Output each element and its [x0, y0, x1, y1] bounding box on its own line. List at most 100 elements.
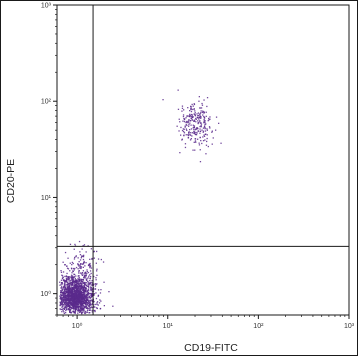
- data-point: [91, 295, 93, 297]
- data-point: [71, 305, 73, 307]
- data-point: [69, 306, 71, 308]
- data-point: [194, 112, 196, 114]
- x-tick-label: 10²: [253, 323, 264, 330]
- data-point: [199, 120, 201, 122]
- data-point: [192, 116, 194, 118]
- data-point: [62, 305, 64, 307]
- data-point: [176, 125, 178, 127]
- data-point: [66, 272, 68, 275]
- data-point: [70, 291, 72, 293]
- data-point: [80, 306, 82, 308]
- data-point: [91, 311, 93, 313]
- data-point: [93, 250, 95, 252]
- data-point: [86, 269, 88, 271]
- data-point: [80, 295, 82, 298]
- data-point: [80, 257, 82, 259]
- data-point: [96, 303, 98, 306]
- data-point: [208, 126, 211, 128]
- data-point: [112, 305, 114, 307]
- data-point: [75, 303, 77, 305]
- data-point: [203, 135, 206, 137]
- data-point: [211, 143, 213, 145]
- data-point: [66, 304, 68, 306]
- data-point: [72, 296, 74, 298]
- data-point: [77, 298, 79, 300]
- data-point: [99, 307, 102, 310]
- data-point: [75, 307, 78, 309]
- data-point: [66, 294, 68, 296]
- data-point: [77, 304, 79, 306]
- y-tick-label: 10¹: [41, 195, 52, 202]
- data-point: [86, 307, 88, 309]
- data-point: [85, 251, 87, 253]
- data-point: [83, 244, 86, 246]
- data-point: [75, 280, 77, 282]
- data-point: [64, 300, 66, 302]
- data-point: [199, 130, 201, 132]
- data-point: [73, 284, 76, 287]
- data-point: [78, 275, 80, 277]
- data-point: [75, 286, 77, 288]
- data-point: [75, 300, 77, 302]
- data-point: [89, 279, 91, 282]
- data-point: [206, 129, 208, 131]
- data-point: [84, 287, 86, 289]
- data-point: [67, 282, 69, 284]
- data-point: [69, 280, 72, 282]
- data-point: [65, 288, 68, 290]
- data-point: [84, 284, 87, 286]
- data-point: [82, 300, 85, 302]
- data-point: [89, 297, 91, 299]
- data-point: [62, 276, 64, 278]
- data-point: [206, 137, 208, 140]
- data-point: [196, 132, 198, 134]
- data-point: [108, 291, 110, 293]
- data-point: [212, 137, 214, 139]
- data-point: [90, 293, 92, 295]
- data-point: [72, 308, 75, 310]
- data-point: [198, 115, 200, 117]
- data-point: [59, 308, 61, 310]
- data-point: [59, 296, 62, 299]
- data-point: [60, 294, 63, 296]
- data-point: [74, 301, 76, 303]
- data-point: [179, 121, 181, 123]
- data-point: [62, 295, 64, 297]
- data-point: [84, 306, 86, 308]
- data-point: [78, 270, 80, 272]
- data-point: [95, 262, 97, 264]
- data-point: [199, 113, 201, 115]
- data-point: [202, 130, 205, 132]
- data-point: [96, 301, 99, 303]
- data-point: [90, 290, 92, 292]
- data-point: [82, 301, 85, 303]
- data-point: [67, 294, 69, 296]
- data-point: [82, 245, 84, 247]
- data-point: [184, 126, 186, 128]
- data-point: [76, 279, 78, 281]
- data-point: [199, 125, 201, 128]
- data-point: [183, 132, 186, 134]
- data-point: [77, 291, 80, 293]
- data-point: [80, 267, 82, 270]
- data-point: [67, 295, 69, 297]
- data-point: [91, 300, 93, 302]
- data-point: [66, 281, 68, 284]
- data-point: [75, 301, 78, 303]
- data-point: [70, 287, 72, 289]
- data-point: [62, 298, 64, 300]
- data-point: [74, 284, 76, 286]
- data-point: [71, 284, 73, 286]
- data-point: [68, 302, 71, 305]
- data-point: [192, 124, 194, 126]
- data-point: [73, 303, 75, 305]
- data-point: [64, 284, 66, 287]
- data-point: [199, 132, 201, 134]
- data-point: [72, 280, 74, 282]
- data-point: [182, 114, 185, 116]
- x-tick-label: 10⁰: [72, 322, 83, 330]
- data-point: [80, 286, 83, 288]
- data-point: [205, 144, 208, 146]
- data-point: [203, 111, 205, 113]
- data-point: [68, 294, 70, 296]
